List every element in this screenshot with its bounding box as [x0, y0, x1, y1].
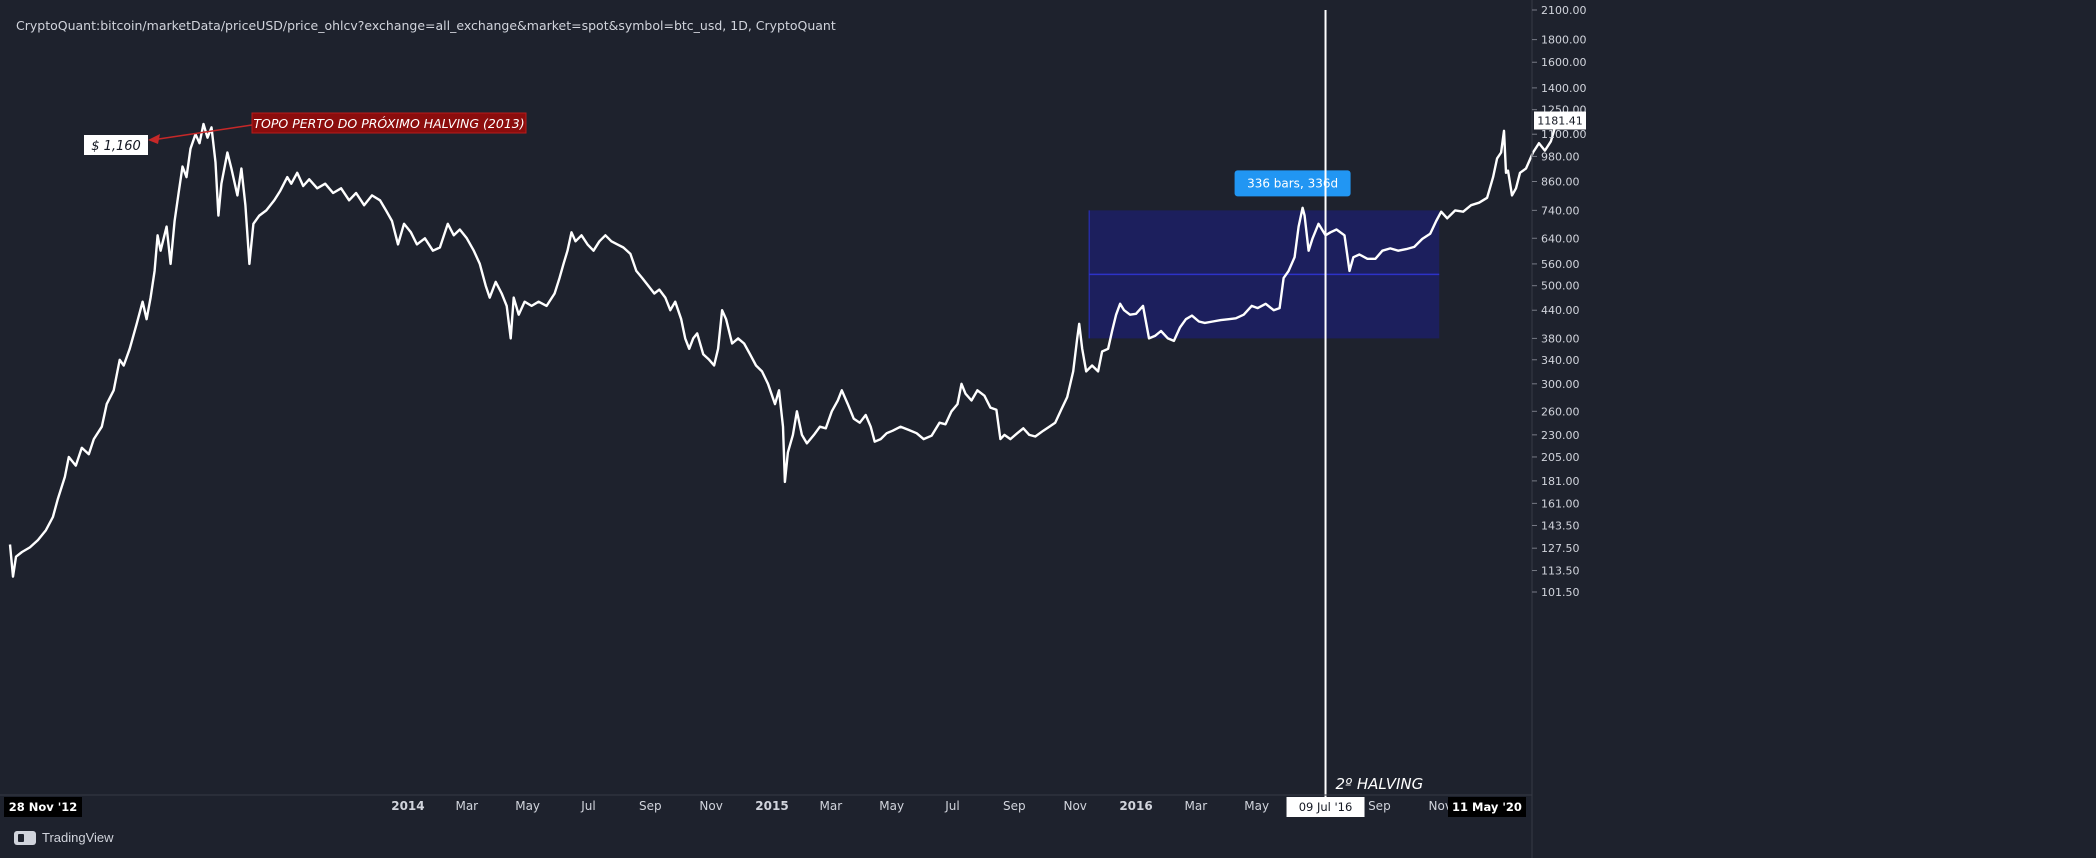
y-tick-label: 127.50	[1541, 542, 1580, 555]
y-tick-label: 440.00	[1541, 304, 1580, 317]
x-tick-label: Nov	[699, 799, 722, 813]
price-line	[8, 119, 1561, 578]
y-tick-label: 161.00	[1541, 497, 1580, 510]
y-tick-label: 860.00	[1541, 176, 1580, 189]
y-tick-label: 2100.00	[1541, 4, 1587, 17]
last-price-label: 1181.41	[1537, 115, 1583, 128]
y-tick-label: 380.00	[1541, 332, 1580, 345]
x-tick-label: Nov	[1429, 799, 1452, 813]
x-tick-label: Jul	[580, 799, 595, 813]
x-tick-label: Mar	[1185, 799, 1208, 813]
halving-line-layer: 2º HALVING	[1324, 10, 1424, 800]
x-tick-label: May	[879, 799, 904, 813]
y-tick-label: 1600.00	[1541, 56, 1587, 69]
price-line-layer	[8, 119, 1561, 578]
y-tick-label: 300.00	[1541, 378, 1580, 391]
x-start-label-box	[4, 797, 82, 817]
annotation-text: TOPO PERTO DO PRÓXIMO HALVING (2013)	[253, 116, 524, 131]
annotation-arrow-line	[151, 124, 253, 141]
x-tick-label: Mar	[455, 799, 478, 813]
tradingview-logo-icon	[14, 830, 36, 845]
y-tick-label: 740.00	[1541, 204, 1580, 217]
annotations-layer: $ 1,160 TOPO PERTO DO PRÓXIMO HALVING (20…	[84, 112, 527, 155]
chart-title: CryptoQuant:bitcoin/marketData/priceUSD/…	[16, 18, 836, 33]
peak-price-box	[84, 135, 148, 155]
x-end-label-box	[1448, 797, 1526, 817]
y-tick-label: 640.00	[1541, 232, 1580, 245]
x-tick-label: Mar	[820, 799, 843, 813]
y-tick-label: 113.50	[1541, 565, 1580, 578]
x-tick-label: Sep	[1368, 799, 1391, 813]
x-tick-label: Nov	[1063, 799, 1086, 813]
x-tick-label: Jul	[944, 799, 959, 813]
y-tick-label: 181.00	[1541, 475, 1580, 488]
y-tick-label: 340.00	[1541, 354, 1580, 367]
annotation-arrow-head-icon	[148, 134, 160, 144]
x-tick-label: Sep	[1003, 799, 1026, 813]
x-tick-label: 2016	[1119, 799, 1152, 813]
date-range-layer[interactable]: 336 bars, 336d	[1088, 170, 1440, 339]
y-tick-label: 560.00	[1541, 258, 1580, 271]
date-range-label-box	[1234, 170, 1351, 197]
tradingview-logo[interactable]: TradingView	[14, 830, 114, 845]
y-tick-label: 1800.00	[1541, 34, 1587, 47]
peak-price-label: $ 1,160	[91, 139, 141, 154]
x-start-label: 28 Nov '12	[9, 800, 78, 814]
tradingview-brand: TradingView	[42, 830, 114, 845]
x-tick-label: 2015	[755, 799, 788, 813]
x-axis[interactable]: 2014 Mar May Jul Sep Nov 2015 Mar May Jul Sep Nov 20…	[0, 794, 1532, 817]
y-tick-label: 230.00	[1541, 429, 1580, 442]
x-crosshair-label: 09 Jul '16	[1299, 800, 1353, 814]
x-crosshair-label-box	[1286, 797, 1365, 817]
halving-label: 2º HALVING	[1336, 775, 1424, 793]
y-axis[interactable]: 2100.001800.001600.001400.001250.001100.…	[1531, 0, 1587, 858]
annotation-box	[251, 112, 527, 134]
x-tick-label: Sep	[639, 799, 662, 813]
y-tick-label: 980.00	[1541, 150, 1580, 163]
x-tick-label: May	[515, 799, 540, 813]
x-tick-label: 2014	[391, 799, 424, 813]
date-range-label: 336 bars, 336d	[1247, 176, 1338, 190]
x-tick-label: May	[1244, 799, 1269, 813]
y-tick-label: 205.00	[1541, 451, 1580, 464]
last-price-box	[1534, 111, 1586, 130]
x-end-label: 11 May '20	[1452, 800, 1522, 814]
y-tick-label: 101.50	[1541, 586, 1580, 599]
y-tick-label: 500.00	[1541, 280, 1580, 293]
y-tick-label: 1100.00	[1541, 128, 1587, 141]
y-tick-label: 1400.00	[1541, 82, 1587, 95]
y-tick-label: 143.50	[1541, 519, 1580, 532]
y-tick-label: 260.00	[1541, 405, 1580, 418]
